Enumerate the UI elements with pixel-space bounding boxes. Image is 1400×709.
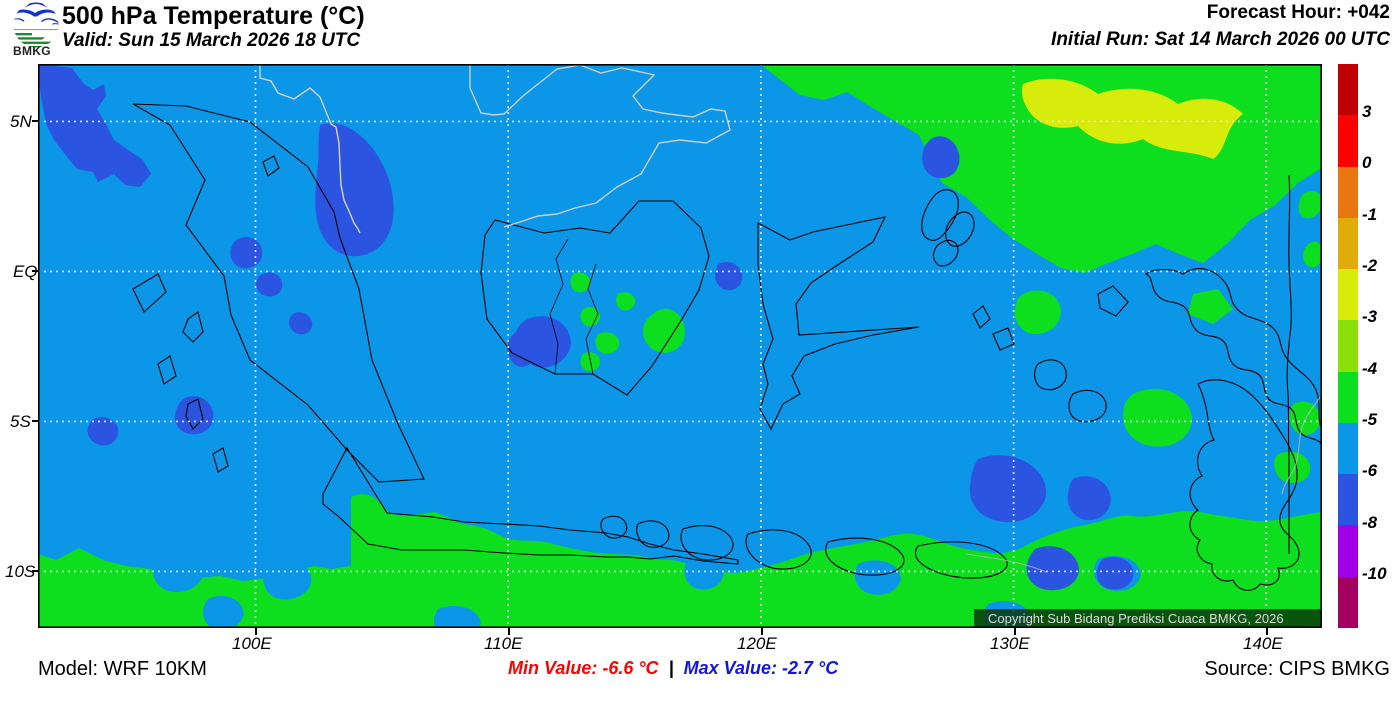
svg-text:Copyright Sub Bidang Prediksi: Copyright Sub Bidang Prediksi Cuaca BMKG…: [988, 611, 1284, 626]
